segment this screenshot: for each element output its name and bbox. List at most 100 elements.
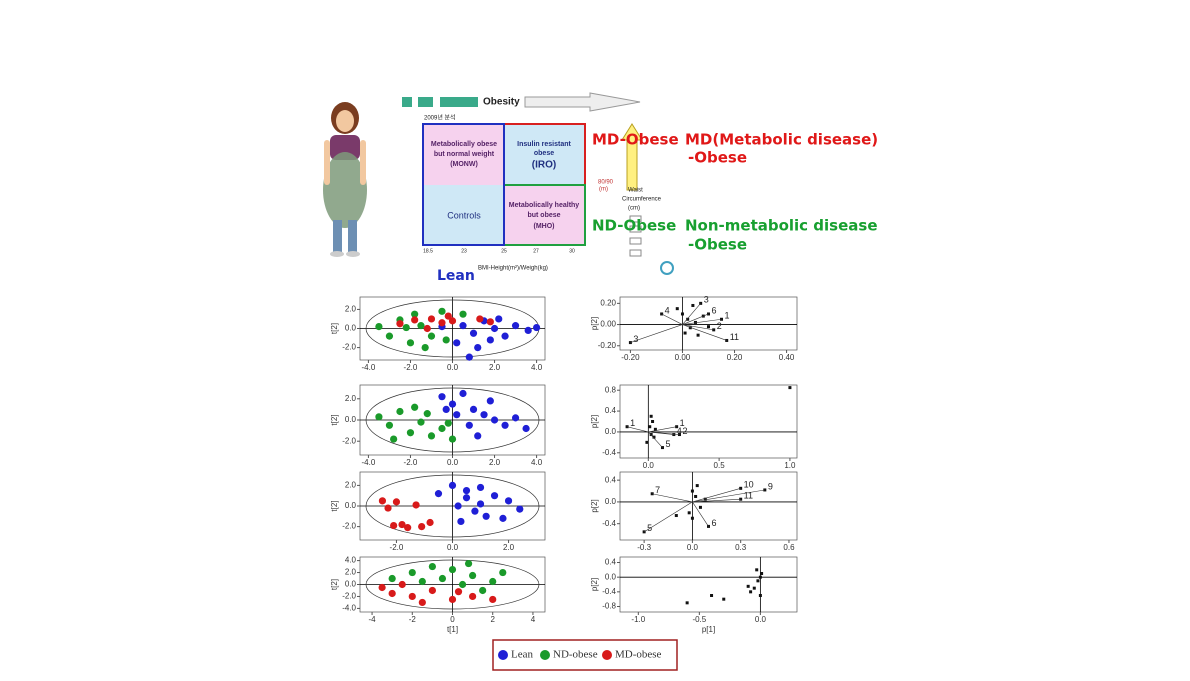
obesity-arrow <box>524 92 641 112</box>
score-point <box>490 492 499 500</box>
x-tick-label: 0.0 <box>447 363 459 372</box>
loading-point <box>703 497 707 501</box>
bmi-tick: 25 <box>501 248 507 254</box>
score-point <box>516 505 524 513</box>
score-point <box>438 307 446 315</box>
score-point <box>453 411 461 419</box>
score-point <box>474 432 482 440</box>
loading-point <box>649 414 653 418</box>
loading-point <box>683 331 687 335</box>
score-point <box>375 413 383 421</box>
loading-point <box>649 433 653 437</box>
score-point <box>427 332 436 340</box>
loading-label: 10 <box>744 480 754 490</box>
loading-label: 11 <box>730 332 739 342</box>
loading-point <box>710 594 714 597</box>
y-tick-label: 0.4 <box>605 558 617 567</box>
quadrant-text: (MONW) <box>450 161 478 168</box>
bmi-tick: 18.5 <box>423 248 433 254</box>
quadrant <box>424 185 504 245</box>
score-point <box>459 310 467 318</box>
score-point <box>474 343 482 352</box>
score-point <box>501 332 509 340</box>
score-point <box>476 483 485 492</box>
score-point <box>448 595 457 604</box>
y-tick-label: -2.0 <box>342 343 356 352</box>
score-point <box>421 343 429 352</box>
y-axis-label: p[2] <box>590 499 599 512</box>
score-point <box>448 435 457 443</box>
x-tick-label: -4.0 <box>362 458 376 467</box>
x-tick-label: 0 <box>450 615 455 624</box>
y-tick-label: 4.0 <box>345 556 357 565</box>
x-tick-label: 0.6 <box>783 543 795 552</box>
loading-point <box>690 516 694 520</box>
quadrant-text: Controls <box>447 210 481 220</box>
score-point <box>495 315 503 323</box>
loading-point <box>693 320 697 324</box>
score-point <box>408 592 416 601</box>
score-point <box>423 324 431 333</box>
nd-short: ND-Obese <box>592 217 676 235</box>
score-point <box>524 326 532 335</box>
score-point <box>448 565 457 574</box>
x-tick-label: 0.40 <box>779 353 795 362</box>
x-tick-label: 0.5 <box>714 461 726 470</box>
loading-point <box>653 427 657 431</box>
quadrant <box>503 123 586 186</box>
x-tick-label: 0.3 <box>735 543 747 552</box>
score-point <box>418 598 426 607</box>
x-tick-label: 0.0 <box>687 543 699 552</box>
x-tick-label: -4 <box>369 615 377 624</box>
y-tick-label: -0.4 <box>602 587 616 596</box>
score-point <box>486 336 494 344</box>
waist-cut: 80/90 <box>598 180 614 186</box>
legend-marker <box>602 650 612 660</box>
score-point <box>396 407 404 416</box>
score-point <box>418 523 426 531</box>
score-point <box>532 323 541 332</box>
x-tick-label: -2.0 <box>404 363 418 372</box>
y-tick-label: 0.0 <box>605 427 617 436</box>
x-tick-label: 4.0 <box>531 458 543 467</box>
x-tick-label: 4.0 <box>531 363 543 372</box>
loading-label: 1 <box>630 418 635 428</box>
waist-arrow <box>621 123 643 191</box>
y-tick-label: -2.0 <box>342 436 356 445</box>
score-point <box>465 421 473 429</box>
y-tick-label: 0.0 <box>345 501 357 510</box>
y-tick-label: 0.00 <box>600 320 616 329</box>
loading-point <box>645 440 649 444</box>
score-point <box>486 318 494 326</box>
score-point <box>469 405 478 413</box>
score-point <box>418 577 426 586</box>
loading-arrow <box>682 303 701 325</box>
loading-arrow <box>661 313 683 325</box>
loading-point <box>686 317 690 321</box>
y-axis-label: t[2] <box>330 579 339 590</box>
x-tick-label: 0.0 <box>643 461 655 470</box>
loading-arrow <box>648 431 663 448</box>
md-long: MD(Metabolic disease) <box>685 131 878 149</box>
bar-block <box>440 97 478 107</box>
md-long: -Obese <box>688 149 747 167</box>
hotelling-ellipse <box>365 387 540 453</box>
waist-label: Circumference <box>622 197 662 203</box>
y-axis-label: t[2] <box>330 414 339 425</box>
score-point <box>476 315 484 323</box>
y-tick-label: -0.20 <box>598 341 617 350</box>
loading-point <box>746 584 750 588</box>
score-point <box>427 432 436 440</box>
quadrant-text: Metabolically healthy <box>509 202 580 209</box>
loading-point <box>698 505 702 509</box>
score-point <box>453 339 461 347</box>
score-point <box>448 400 457 408</box>
loading-label: 3 <box>633 334 638 344</box>
score-point <box>411 403 419 411</box>
x-tick-label: 2.0 <box>489 458 501 467</box>
loading-point <box>788 386 792 390</box>
plot-frame <box>619 384 798 459</box>
loading-arrow <box>692 488 741 503</box>
y-tick-label: 0.4 <box>605 475 617 484</box>
score-point <box>411 310 419 318</box>
